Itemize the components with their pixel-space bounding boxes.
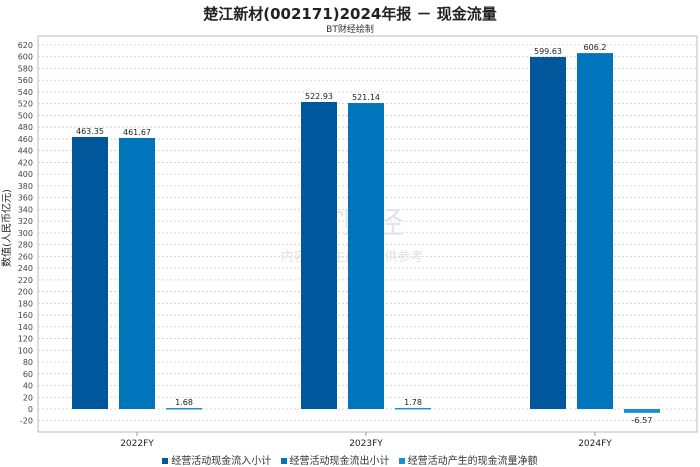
y-tick-label: 160 (18, 311, 33, 320)
bar-2024FY-3 (624, 409, 660, 413)
y-tick-label: 480 (18, 123, 33, 132)
legend-swatch (398, 458, 405, 464)
y-tick-label: 280 (18, 241, 33, 250)
bar-2022FY-3 (166, 408, 202, 410)
bar-2023FY-2 (348, 103, 384, 409)
data-label: 463.35 (76, 127, 104, 136)
data-label: 1.78 (404, 398, 422, 407)
y-tick-label: 600 (18, 53, 33, 62)
y-tick-label: 380 (18, 182, 33, 191)
y-tick-label: 540 (18, 88, 33, 97)
x-tick-label: 2023FY (349, 439, 383, 449)
y-tick-label: 120 (18, 335, 33, 344)
y-tick-label: 560 (18, 76, 33, 85)
y-tick-label: 300 (18, 229, 33, 238)
bar-2022FY-1 (72, 136, 108, 410)
y-tick-label: 260 (18, 252, 33, 261)
bar-2024FY-2 (577, 53, 613, 410)
legend-swatch (280, 458, 287, 464)
chart-subtitle: BT财经绘制 (326, 25, 374, 35)
y-tick-label: 180 (18, 299, 33, 308)
y-tick-label: 60 (23, 370, 33, 379)
y-tick-label: 440 (18, 147, 33, 156)
data-label: 461.67 (123, 128, 151, 137)
data-label: 606.2 (584, 43, 607, 52)
y-tick-label: 360 (18, 194, 33, 203)
legend-label: 经营活动现金流入小计 (171, 456, 272, 467)
y-tick-label: 500 (18, 111, 33, 120)
y-tick-label: -20 (20, 417, 33, 426)
y-tick-label: 80 (23, 358, 33, 367)
legend-item-outflow[interactable]: 经营活动现金流出小计 (280, 456, 390, 467)
y-tick-label: 0 (28, 405, 33, 414)
data-label: 522.93 (305, 92, 333, 101)
y-tick-label: 40 (23, 382, 33, 391)
y-tick-label: 620 (18, 41, 33, 50)
y-tick-label: 220 (18, 276, 33, 285)
data-label: 599.63 (534, 47, 562, 56)
legend-item-net[interactable]: 经营活动产生的现金流量净额 (398, 456, 538, 467)
y-tick-label: 240 (18, 264, 33, 273)
y-tick-label: 140 (18, 323, 33, 332)
y-tick-label: 320 (18, 217, 33, 226)
y-axis-label: 数值(人民币亿元) (2, 189, 13, 267)
legend-item-inflow[interactable]: 经营活动现金流入小计 (162, 456, 271, 467)
y-tick-label: 200 (18, 288, 33, 297)
legend: 经营活动现金流入小计 经营活动现金流出小计 经营活动产生的现金流量净额 (0, 452, 700, 467)
y-tick-label: 520 (18, 100, 33, 109)
y-tick-label: 580 (18, 64, 33, 73)
bar-2024FY-1 (530, 56, 566, 409)
y-tick-label: 460 (18, 135, 33, 144)
bar-2022FY-2 (119, 137, 155, 410)
data-label: -6.57 (632, 416, 653, 425)
y-tick-label: 340 (18, 205, 33, 214)
y-tick-label: 400 (18, 170, 33, 179)
y-tick-label: 100 (18, 346, 33, 355)
x-tick-label: 2024FY (578, 439, 612, 449)
data-label: 1.68 (175, 398, 193, 407)
x-tick-label: 2022FY (120, 439, 154, 449)
bar-2023FY-1 (301, 101, 337, 409)
data-label: 521.14 (352, 93, 380, 102)
legend-label: 经营活动产生的现金流量净额 (407, 456, 538, 467)
legend-swatch (162, 458, 169, 464)
y-tick-label: 420 (18, 158, 33, 167)
legend-label: 经营活动现金流出小计 (289, 456, 390, 467)
y-tick-label: 20 (23, 393, 33, 402)
bar-2023FY-3 (395, 407, 431, 410)
chart-title: 楚江新材(002171)2024年报 － 现金流量 (203, 5, 497, 23)
